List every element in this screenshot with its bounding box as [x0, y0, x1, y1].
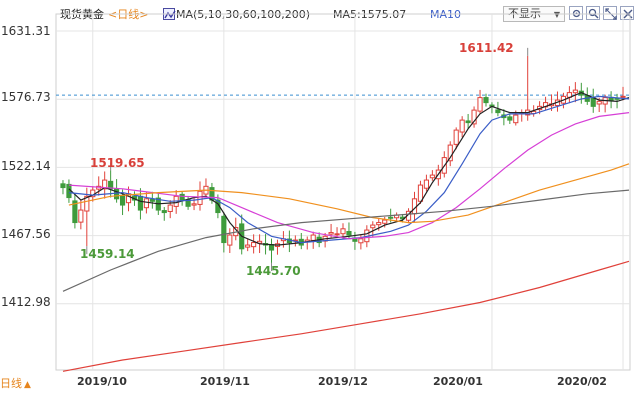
candle-body [161, 210, 167, 214]
x-tick-label: 2019/12 [318, 375, 368, 388]
candle-body [459, 119, 465, 133]
y-tick-label: 1522.14 [1, 159, 51, 173]
candle-body [620, 95, 626, 98]
candle-body [310, 234, 316, 241]
candle-body [251, 242, 257, 248]
candle-body [453, 129, 459, 145]
candle-body [495, 109, 501, 114]
candle-body [483, 97, 489, 104]
ma-line-ma5 [68, 91, 630, 246]
candle-body [60, 183, 66, 189]
candle-body [382, 219, 388, 224]
candle-body [477, 97, 483, 112]
candle-body [447, 144, 453, 162]
x-tick-label: 2020/01 [433, 375, 483, 388]
x-tick-label: 2019/11 [200, 375, 250, 388]
x-tick-label: 2019/10 [77, 375, 127, 388]
candle-body [471, 109, 477, 125]
candle-body [513, 114, 519, 124]
ma-line-ma30 [68, 112, 630, 240]
candle-body [84, 195, 90, 212]
candle-body [590, 97, 596, 107]
zoom-button[interactable] [586, 6, 600, 20]
ma-line-ma200 [62, 260, 630, 372]
candle-body [417, 184, 424, 202]
candle-body [388, 216, 394, 219]
candle-body [102, 179, 108, 190]
candle-body [340, 228, 346, 235]
ma-line-ma10 [68, 95, 630, 244]
y-tick-label: 1467.56 [1, 227, 51, 241]
annotation-low-label: 1459.14 [80, 247, 135, 261]
candle-body [370, 224, 376, 229]
annotation-high-label: 1519.65 [90, 156, 145, 170]
fullscreen-button[interactable] [603, 6, 617, 20]
candle-body [149, 198, 155, 202]
candle-body [572, 89, 578, 94]
candle-body [465, 120, 471, 124]
candle-body [227, 234, 233, 246]
candle-body [376, 222, 382, 226]
candle-body [358, 238, 364, 244]
y-tick-label: 1576.73 [1, 90, 51, 104]
candle-body [191, 203, 197, 206]
candle-body [346, 230, 352, 236]
ma-line-ma60 [68, 163, 630, 224]
annotation-high-label: 1611.42 [459, 41, 514, 55]
period-switch-label: 日线 [0, 377, 22, 390]
candle-body [334, 233, 340, 236]
candle-body [596, 100, 602, 105]
candle-body [507, 116, 513, 121]
zoom-icon [588, 8, 599, 19]
candle-body [137, 195, 144, 211]
candle-body [119, 194, 126, 206]
candle-body [197, 190, 203, 205]
candle-body [423, 179, 429, 189]
ma-line-ma100 [62, 189, 630, 292]
candle-body [221, 215, 227, 244]
x-tick-label: 2020/02 [557, 375, 607, 388]
plot-frame [55, 13, 631, 371]
candle-body [179, 193, 185, 201]
candle-body [108, 180, 114, 190]
y-tick-label: 1631.31 [1, 24, 51, 38]
chevron-up-icon: ▲ [24, 380, 31, 390]
candle-body [78, 209, 84, 223]
candle-body [143, 198, 149, 209]
period-switch-button[interactable]: 日线 ▲ [0, 375, 31, 391]
y-tick-label: 1412.98 [1, 295, 51, 309]
candle-body [167, 204, 173, 212]
candle-body [245, 244, 251, 248]
candle-body [72, 200, 78, 224]
candle-body [328, 232, 334, 235]
annotation-low-label: 1445.70 [246, 264, 301, 278]
candle-body [429, 174, 435, 179]
